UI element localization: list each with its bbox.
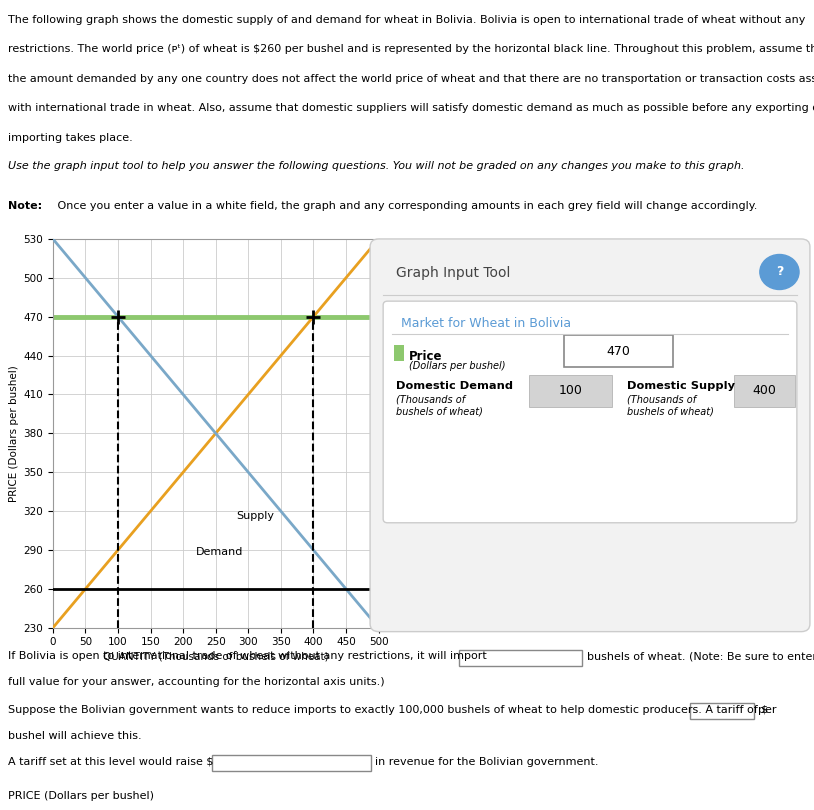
Text: Demand: Demand (196, 548, 243, 557)
Text: bushel will achieve this.: bushel will achieve this. (8, 731, 142, 740)
Text: 400: 400 (752, 385, 776, 398)
Text: with international trade in wheat. Also, assume that domestic suppliers will sat: with international trade in wheat. Also,… (8, 103, 814, 113)
Text: (Dollars per bushel): (Dollars per bushel) (409, 361, 505, 372)
Text: in revenue for the Bolivian government.: in revenue for the Bolivian government. (375, 757, 598, 766)
Text: Supply: Supply (237, 511, 274, 522)
Text: (Thousands of: (Thousands of (396, 394, 466, 404)
Text: Domestic Demand: Domestic Demand (396, 381, 513, 391)
Text: Market for Wheat in Bolivia: Market for Wheat in Bolivia (400, 317, 571, 330)
Text: P: P (370, 599, 378, 612)
Y-axis label: PRICE (Dollars per bushel): PRICE (Dollars per bushel) (9, 365, 20, 501)
Text: ?: ? (776, 266, 783, 279)
X-axis label: QUANTITY (Thousands of bushels of wheat): QUANTITY (Thousands of bushels of wheat) (103, 651, 329, 662)
Text: 100: 100 (558, 385, 582, 398)
Text: importing takes place.: importing takes place. (8, 133, 133, 143)
Text: 470: 470 (606, 345, 630, 358)
Text: Price: Price (409, 350, 443, 363)
Text: Once you enter a value in a white field, the graph and any corresponding amounts: Once you enter a value in a white field,… (55, 201, 758, 211)
Text: If Bolivia is open to international trade of wheat without any restrictions, it : If Bolivia is open to international trad… (8, 651, 487, 661)
Text: PRICE (Dollars per bushel): PRICE (Dollars per bushel) (8, 791, 154, 800)
Text: restrictions. The world price (ᴘᵗ) of wheat is $260 per bushel and is represente: restrictions. The world price (ᴘᵗ) of wh… (8, 45, 814, 54)
Text: bushels of wheat. (Note: Be sure to enter the: bushels of wheat. (Note: Be sure to ente… (587, 651, 814, 661)
Text: Use the graph input tool to help you answer the following questions. You will no: Use the graph input tool to help you ans… (8, 161, 745, 171)
FancyBboxPatch shape (212, 755, 371, 771)
Text: (Thousands of: (Thousands of (627, 394, 696, 404)
FancyBboxPatch shape (733, 375, 794, 407)
FancyBboxPatch shape (383, 301, 797, 522)
Text: Note:: Note: (8, 201, 42, 211)
FancyBboxPatch shape (459, 650, 583, 666)
FancyBboxPatch shape (370, 239, 810, 632)
Bar (394, 345, 404, 361)
Text: per: per (758, 705, 777, 714)
Circle shape (759, 254, 799, 289)
Text: The following graph shows the domestic supply of and demand for wheat in Bolivia: The following graph shows the domestic s… (8, 15, 806, 24)
Text: full value for your answer, accounting for the horizontal axis units.): full value for your answer, accounting f… (8, 677, 385, 687)
Text: Graph Input Tool: Graph Input Tool (396, 266, 510, 280)
Text: the amount demanded by any one country does not affect the world price of wheat : the amount demanded by any one country d… (8, 74, 814, 83)
Text: W: W (377, 595, 386, 604)
Text: bushels of wheat): bushels of wheat) (396, 406, 483, 416)
FancyBboxPatch shape (564, 335, 672, 367)
FancyBboxPatch shape (690, 703, 754, 719)
Text: Domestic Supply: Domestic Supply (627, 381, 735, 391)
Text: A tariff set at this level would raise $: A tariff set at this level would raise $ (8, 757, 213, 766)
Text: Suppose the Bolivian government wants to reduce imports to exactly 100,000 bushe: Suppose the Bolivian government wants to… (8, 705, 768, 714)
FancyBboxPatch shape (529, 375, 612, 407)
Text: bushels of wheat): bushels of wheat) (627, 406, 714, 416)
